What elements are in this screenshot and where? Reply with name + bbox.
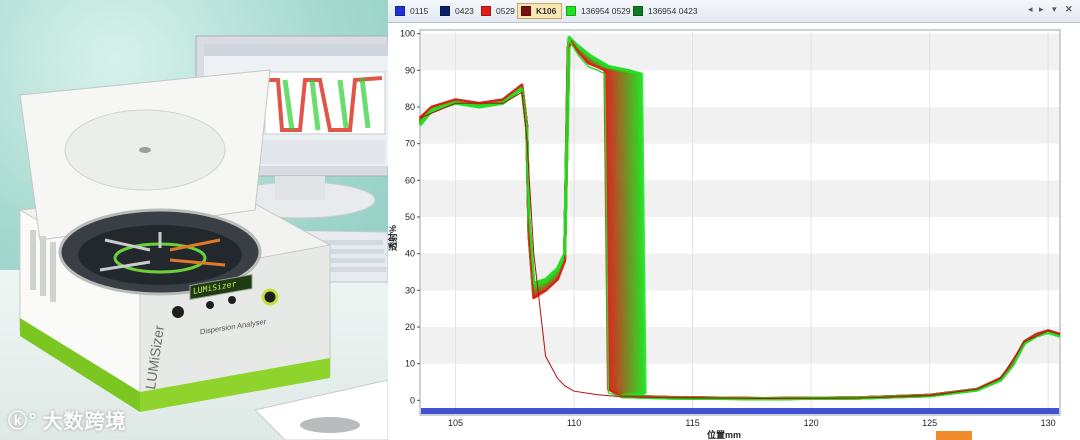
vertical-gridlines bbox=[455, 30, 1049, 415]
swatch-icon bbox=[395, 6, 405, 16]
swatch-icon bbox=[481, 6, 491, 16]
product-photo: LUMiSizer Dispersion Analyser LUMiSizer … bbox=[0, 0, 388, 440]
tab-136954-0529[interactable]: 136954 0529 bbox=[562, 3, 637, 19]
y-ticks: 0 10 20 30 40 50 60 70 80 90 100 bbox=[400, 29, 420, 405]
tab-bar: 0115 0423 0529 K106 136954 0529 136954 0… bbox=[388, 0, 1080, 23]
y-tick-label: 50 bbox=[405, 212, 415, 222]
watermark: ⓚ° 大数跨境 bbox=[8, 405, 127, 434]
y-tick-label: 10 bbox=[405, 359, 415, 369]
lumisizer-device-illustration: LUMiSizer Dispersion Analyser LUMiSizer bbox=[19, 35, 388, 440]
swatch-icon bbox=[440, 6, 450, 16]
grid-band bbox=[421, 327, 1059, 364]
y-tick-label: 70 bbox=[405, 139, 415, 149]
grid-band bbox=[421, 180, 1059, 217]
y-tick-label: 30 bbox=[405, 285, 415, 295]
y-tick-label: 40 bbox=[405, 249, 415, 259]
corner-logo bbox=[936, 431, 972, 440]
swatch-icon bbox=[633, 6, 643, 16]
transmission-chart: 0 10 20 30 40 50 60 70 80 90 100 105 110 115 120 125 13… bbox=[388, 29, 1061, 440]
series-lines bbox=[419, 36, 1061, 400]
series-line-2 bbox=[419, 91, 1061, 400]
centrifuge: LUMiSizer Dispersion Analyser LUMiSizer bbox=[19, 69, 331, 412]
analysis-window: 0115 0423 0529 K106 136954 0529 136954 0… bbox=[388, 0, 1080, 440]
next-tab-icon[interactable]: ▸ bbox=[1039, 4, 1044, 14]
grid-band bbox=[421, 33, 1059, 71]
y-tick-label: 20 bbox=[405, 322, 415, 332]
close-icon[interactable]: ✕ bbox=[1065, 4, 1073, 14]
y-axis-label: 透射% bbox=[388, 225, 398, 251]
y-tick-label: 0 bbox=[410, 395, 415, 405]
watermark-text: 大数跨境 bbox=[42, 411, 127, 433]
swatch-icon bbox=[566, 6, 576, 16]
x-tick-label: 130 bbox=[1041, 418, 1056, 428]
prev-tab-icon[interactable]: ◂ bbox=[1028, 4, 1033, 14]
y-tick-label: 90 bbox=[405, 65, 415, 75]
y-tick-label: 60 bbox=[405, 175, 415, 185]
x-tick-label: 115 bbox=[685, 418, 699, 428]
tab-0529[interactable]: 0529 bbox=[477, 3, 521, 19]
tab-136954-0423[interactable]: 136954 0423 bbox=[629, 3, 704, 19]
y-tick-label: 100 bbox=[400, 29, 415, 39]
x-ticks: 105 110 115 120 125 130 bbox=[448, 418, 1056, 428]
x-tick-label: 125 bbox=[922, 418, 937, 428]
y-tick-label: 80 bbox=[405, 102, 415, 112]
series-line-1 bbox=[419, 36, 1061, 400]
tab-0423[interactable]: 0423 bbox=[436, 3, 480, 19]
grid-band bbox=[421, 253, 1059, 291]
tab-k106[interactable]: K106 bbox=[517, 3, 563, 19]
grid-band bbox=[421, 107, 1059, 144]
k-logo-icon: ⓚ° bbox=[8, 410, 39, 432]
swatch-icon bbox=[521, 6, 531, 16]
menu-dropdown-icon[interactable]: ▾ bbox=[1052, 4, 1057, 14]
monitor bbox=[195, 35, 388, 219]
x-tick-label: 120 bbox=[804, 418, 819, 428]
x-axis-label: 位置mm bbox=[707, 429, 741, 440]
x-tick-label: 105 bbox=[448, 418, 463, 428]
tab-0115[interactable]: 0115 bbox=[391, 3, 434, 19]
x-tick-label: 110 bbox=[567, 418, 581, 428]
position-scroll-bar[interactable] bbox=[421, 408, 1059, 414]
